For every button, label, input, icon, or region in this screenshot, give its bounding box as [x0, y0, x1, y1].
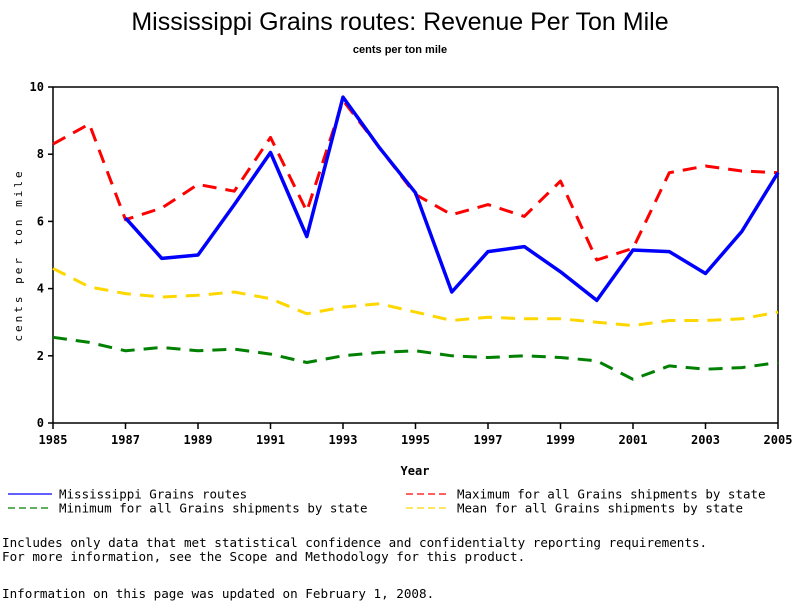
y-tick-label: 2: [37, 349, 44, 363]
legend-item: Mean for all Grains shipments by state: [406, 501, 743, 516]
legend: Mississippi Grains routes Maximum for all…: [8, 487, 766, 516]
y-tick-label: 4: [37, 282, 44, 296]
legend-item: Maximum for all Grains shipments by stat…: [406, 487, 766, 502]
y-tick-label: 8: [37, 147, 44, 161]
x-tick-label: 2001: [619, 433, 648, 447]
note-line-1: Includes only data that met statistical …: [2, 535, 707, 550]
x-tick-label: 1991: [256, 433, 285, 447]
x-tick-label: 2003: [691, 433, 720, 447]
x-tick-label: 1985: [39, 433, 68, 447]
y-axis-label: cents per ton mile: [12, 168, 25, 341]
legend-label: Maximum for all Grains shipments by stat…: [457, 487, 766, 502]
x-tick-label: 1993: [329, 433, 358, 447]
series-line-0: [126, 97, 779, 300]
y-tick-label: 0: [37, 416, 44, 430]
series-line-2: [53, 337, 778, 379]
y-tick-label: 10: [30, 80, 44, 94]
x-tick-label: 1989: [184, 433, 213, 447]
x-tick-label: 1999: [546, 433, 575, 447]
note-line-2: For more information, see the Scope and …: [2, 549, 525, 564]
chart-title: Mississippi Grains routes: Revenue Per T…: [131, 8, 668, 36]
legend-label: Mean for all Grains shipments by state: [457, 501, 743, 516]
x-tick-label: 1997: [474, 433, 503, 447]
x-tick-label: 2005: [764, 433, 793, 447]
x-axis-label: Year: [401, 464, 430, 478]
x-tick-label: 1987: [111, 433, 140, 447]
legend-item: Minimum for all Grains shipments by stat…: [8, 501, 368, 516]
legend-item: Mississippi Grains routes: [8, 487, 247, 502]
plot-area: [53, 87, 778, 423]
x-tick-label: 1995: [401, 433, 430, 447]
legend-label: Minimum for all Grains shipments by stat…: [59, 501, 368, 516]
chart-subtitle: cents per ton mile: [353, 44, 447, 56]
legend-label: Mississippi Grains routes: [59, 487, 247, 502]
y-tick-label: 6: [37, 214, 44, 228]
series-line-1: [53, 100, 778, 260]
note-updated: Information on this page was updated on …: [2, 586, 434, 601]
